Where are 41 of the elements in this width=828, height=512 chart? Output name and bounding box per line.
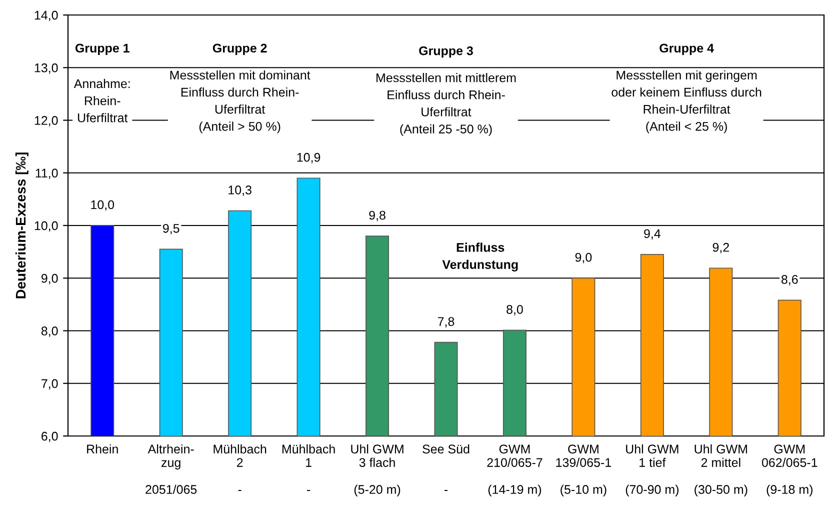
y-tick-label: 14,0 (34, 10, 58, 22)
annotation: Einfluss Verdunstung (442, 242, 518, 272)
annotation: Gruppe 4 (660, 44, 714, 56)
annotation: Gruppe 3 (419, 46, 473, 58)
category-label: GWM 210/065-7 (14-19 m) (487, 444, 542, 496)
y-tick-label: 7,0 (42, 379, 58, 390)
y-axis-title: Deuterium-Exzess [‰] (15, 152, 28, 298)
y-tick-label: 8,0 (41, 326, 58, 337)
data-label: 7,8 (438, 317, 454, 328)
annotation: Messstellen mit mittlerem Einfluss durch Rhein- Uferfiltrat (Anteil 25 -50 %) (376, 73, 516, 136)
data-label: 9,5 (162, 224, 180, 234)
y-tick-label: 10,0 (34, 221, 58, 232)
x-tick-label: Rhein (87, 444, 118, 454)
annotation: Gruppe 2 (212, 44, 267, 56)
data-label: 9,8 (369, 210, 386, 222)
y-tick-label: 13,0 (34, 63, 58, 74)
annotation: Gruppe 1 (75, 44, 130, 56)
data-label: 10,3 (228, 186, 252, 196)
category-label: Uhl GWM 1 tief (70-90 m) (626, 444, 678, 496)
annotation: Annahme: Rhein- Uferfiltrat (74, 78, 130, 122)
data-label: 9,2 (712, 242, 729, 254)
y-tick-label: 9,0 (41, 274, 58, 284)
data-label: 8,0 (506, 305, 523, 316)
category-label: Altrhein- zug 2051/065 (146, 444, 197, 494)
category-label: Mühlbach 2 - (214, 444, 266, 491)
y-tick-label: 6,0 (42, 432, 58, 442)
category-label: GWM 062/065-1 (9-18 m) (762, 444, 818, 496)
y-tick-label: 11,0 (36, 168, 58, 180)
data-label: 10,0 (91, 200, 114, 211)
category-label: Mühlbach 1 - (282, 444, 335, 491)
annotation: Messstellen mit geringem oder keinem Einfluss durch Rhein-Uferfiltrat (Anteil < 25 %) (612, 70, 762, 134)
data-label: 9,0 (575, 252, 592, 264)
category-label: Uhl GWM 3 flach (5-20 m) (351, 444, 404, 496)
category-label: Uhl GWM 2 mittel (30-50 m) (694, 444, 748, 496)
data-label: 10,9 (297, 152, 320, 164)
category-label: See Süd - (422, 444, 470, 491)
annotation: Messstellen mit dominant Einfluss durch Rhein- Uferfiltrat (Anteil > 50 %) (170, 70, 310, 134)
y-tick-label: 12,0 (34, 116, 58, 126)
data-label: 8,6 (781, 275, 798, 286)
category-label: GWM 139/065-1 (5-10 m) (556, 444, 611, 496)
data-label: 9,4 (644, 229, 661, 240)
